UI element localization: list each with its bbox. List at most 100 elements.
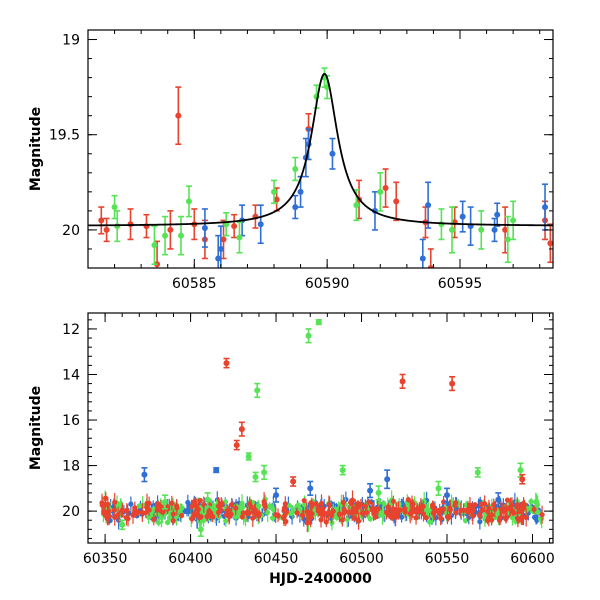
baseline-point xyxy=(467,502,473,508)
baseline-point xyxy=(531,506,537,512)
baseline-point xyxy=(318,500,325,507)
data-point xyxy=(504,236,511,243)
baseline-point xyxy=(472,502,478,508)
data-point xyxy=(204,496,211,503)
baseline-point xyxy=(115,512,121,518)
data-point xyxy=(257,221,264,228)
data-point xyxy=(425,202,432,209)
baseline-point xyxy=(489,512,495,518)
baseline-point xyxy=(340,499,346,505)
baseline-point xyxy=(375,506,381,512)
baseline-point xyxy=(185,499,191,506)
baseline-point xyxy=(479,507,485,513)
data-point xyxy=(141,471,148,478)
baseline-point xyxy=(492,506,498,512)
baseline-point xyxy=(174,505,180,511)
bottom-panel: 60350 60400 60450 60500 60550 60600 12 14 16 18 20… xyxy=(28,312,555,587)
baseline-point xyxy=(197,497,203,504)
data-point xyxy=(449,380,456,387)
baseline-point xyxy=(430,502,436,508)
baseline-point xyxy=(409,508,415,514)
baseline-point xyxy=(301,497,307,504)
model-curve xyxy=(88,72,553,227)
x-tick-label: 60550 xyxy=(425,551,470,567)
y-tick-label: 16 xyxy=(62,413,80,429)
baseline-point xyxy=(520,505,526,511)
baseline-point xyxy=(275,512,281,518)
data-point xyxy=(382,185,389,192)
x-tick-label: 60600 xyxy=(510,551,555,567)
data-point xyxy=(231,223,238,230)
baseline-point xyxy=(188,504,195,510)
baseline-point xyxy=(207,511,213,517)
baseline-point xyxy=(280,515,287,521)
baseline-point xyxy=(533,499,539,505)
baseline-point xyxy=(447,507,453,513)
baseline-point xyxy=(167,514,173,521)
baseline-point xyxy=(290,509,296,515)
baseline-point xyxy=(376,499,382,506)
baseline-point xyxy=(437,507,443,513)
baseline-point xyxy=(128,501,134,507)
data-point xyxy=(273,492,280,499)
data-point xyxy=(151,242,158,249)
baseline-point xyxy=(477,519,483,525)
x-tick-label: 60590 xyxy=(305,276,350,292)
baseline-point xyxy=(154,503,161,509)
data-point xyxy=(393,198,400,205)
baseline-point xyxy=(381,501,387,507)
baseline-point xyxy=(304,520,310,526)
baseline-point xyxy=(355,504,361,510)
baseline-point xyxy=(104,513,111,519)
baseline-point xyxy=(531,514,538,520)
y-tick-label: 19.5 xyxy=(49,128,80,144)
baseline-point xyxy=(441,499,447,505)
data-point xyxy=(185,198,192,205)
baseline-point xyxy=(308,514,314,521)
baseline-point xyxy=(146,507,152,513)
data-point xyxy=(201,225,208,232)
baseline-point xyxy=(308,500,314,506)
baseline-point xyxy=(539,512,545,518)
baseline-point xyxy=(423,515,429,521)
baseline-point xyxy=(489,517,495,523)
data-point xyxy=(103,226,110,233)
baseline-point xyxy=(420,511,427,517)
baseline-point xyxy=(452,502,458,508)
baseline-point xyxy=(158,514,165,521)
data-point xyxy=(175,112,182,119)
data-point xyxy=(273,196,280,203)
data-point xyxy=(377,188,384,195)
data-point xyxy=(305,332,312,339)
baseline-point xyxy=(444,514,451,520)
data-point xyxy=(119,521,126,528)
data-point xyxy=(329,150,336,157)
x-tick-label: 60500 xyxy=(339,551,384,567)
baseline-point xyxy=(160,509,166,515)
baseline-point xyxy=(355,518,362,524)
baseline-point xyxy=(528,498,534,505)
data-point xyxy=(315,319,322,326)
baseline-point xyxy=(211,503,217,509)
baseline-point xyxy=(430,510,436,516)
y-tick-label: 18 xyxy=(62,459,80,475)
baseline-point xyxy=(405,497,412,503)
data-point xyxy=(271,188,277,195)
y-tick-label: 19 xyxy=(62,33,80,49)
data-point xyxy=(510,217,517,224)
baseline-point xyxy=(229,501,235,508)
data-point xyxy=(215,255,222,262)
top-panel: 60585 60590 60595 19 19.5 20 Magnitude xyxy=(28,29,554,292)
baseline-point xyxy=(170,518,176,524)
data-point xyxy=(435,485,442,492)
data-point xyxy=(542,204,549,211)
data-point xyxy=(419,255,426,262)
data-point xyxy=(339,467,346,474)
baseline-point xyxy=(223,518,229,524)
baseline-point xyxy=(484,517,491,524)
baseline-point xyxy=(441,506,447,512)
baseline-point xyxy=(170,511,176,517)
data-point xyxy=(427,265,434,268)
baseline-point xyxy=(194,504,200,510)
baseline-point xyxy=(111,507,117,513)
